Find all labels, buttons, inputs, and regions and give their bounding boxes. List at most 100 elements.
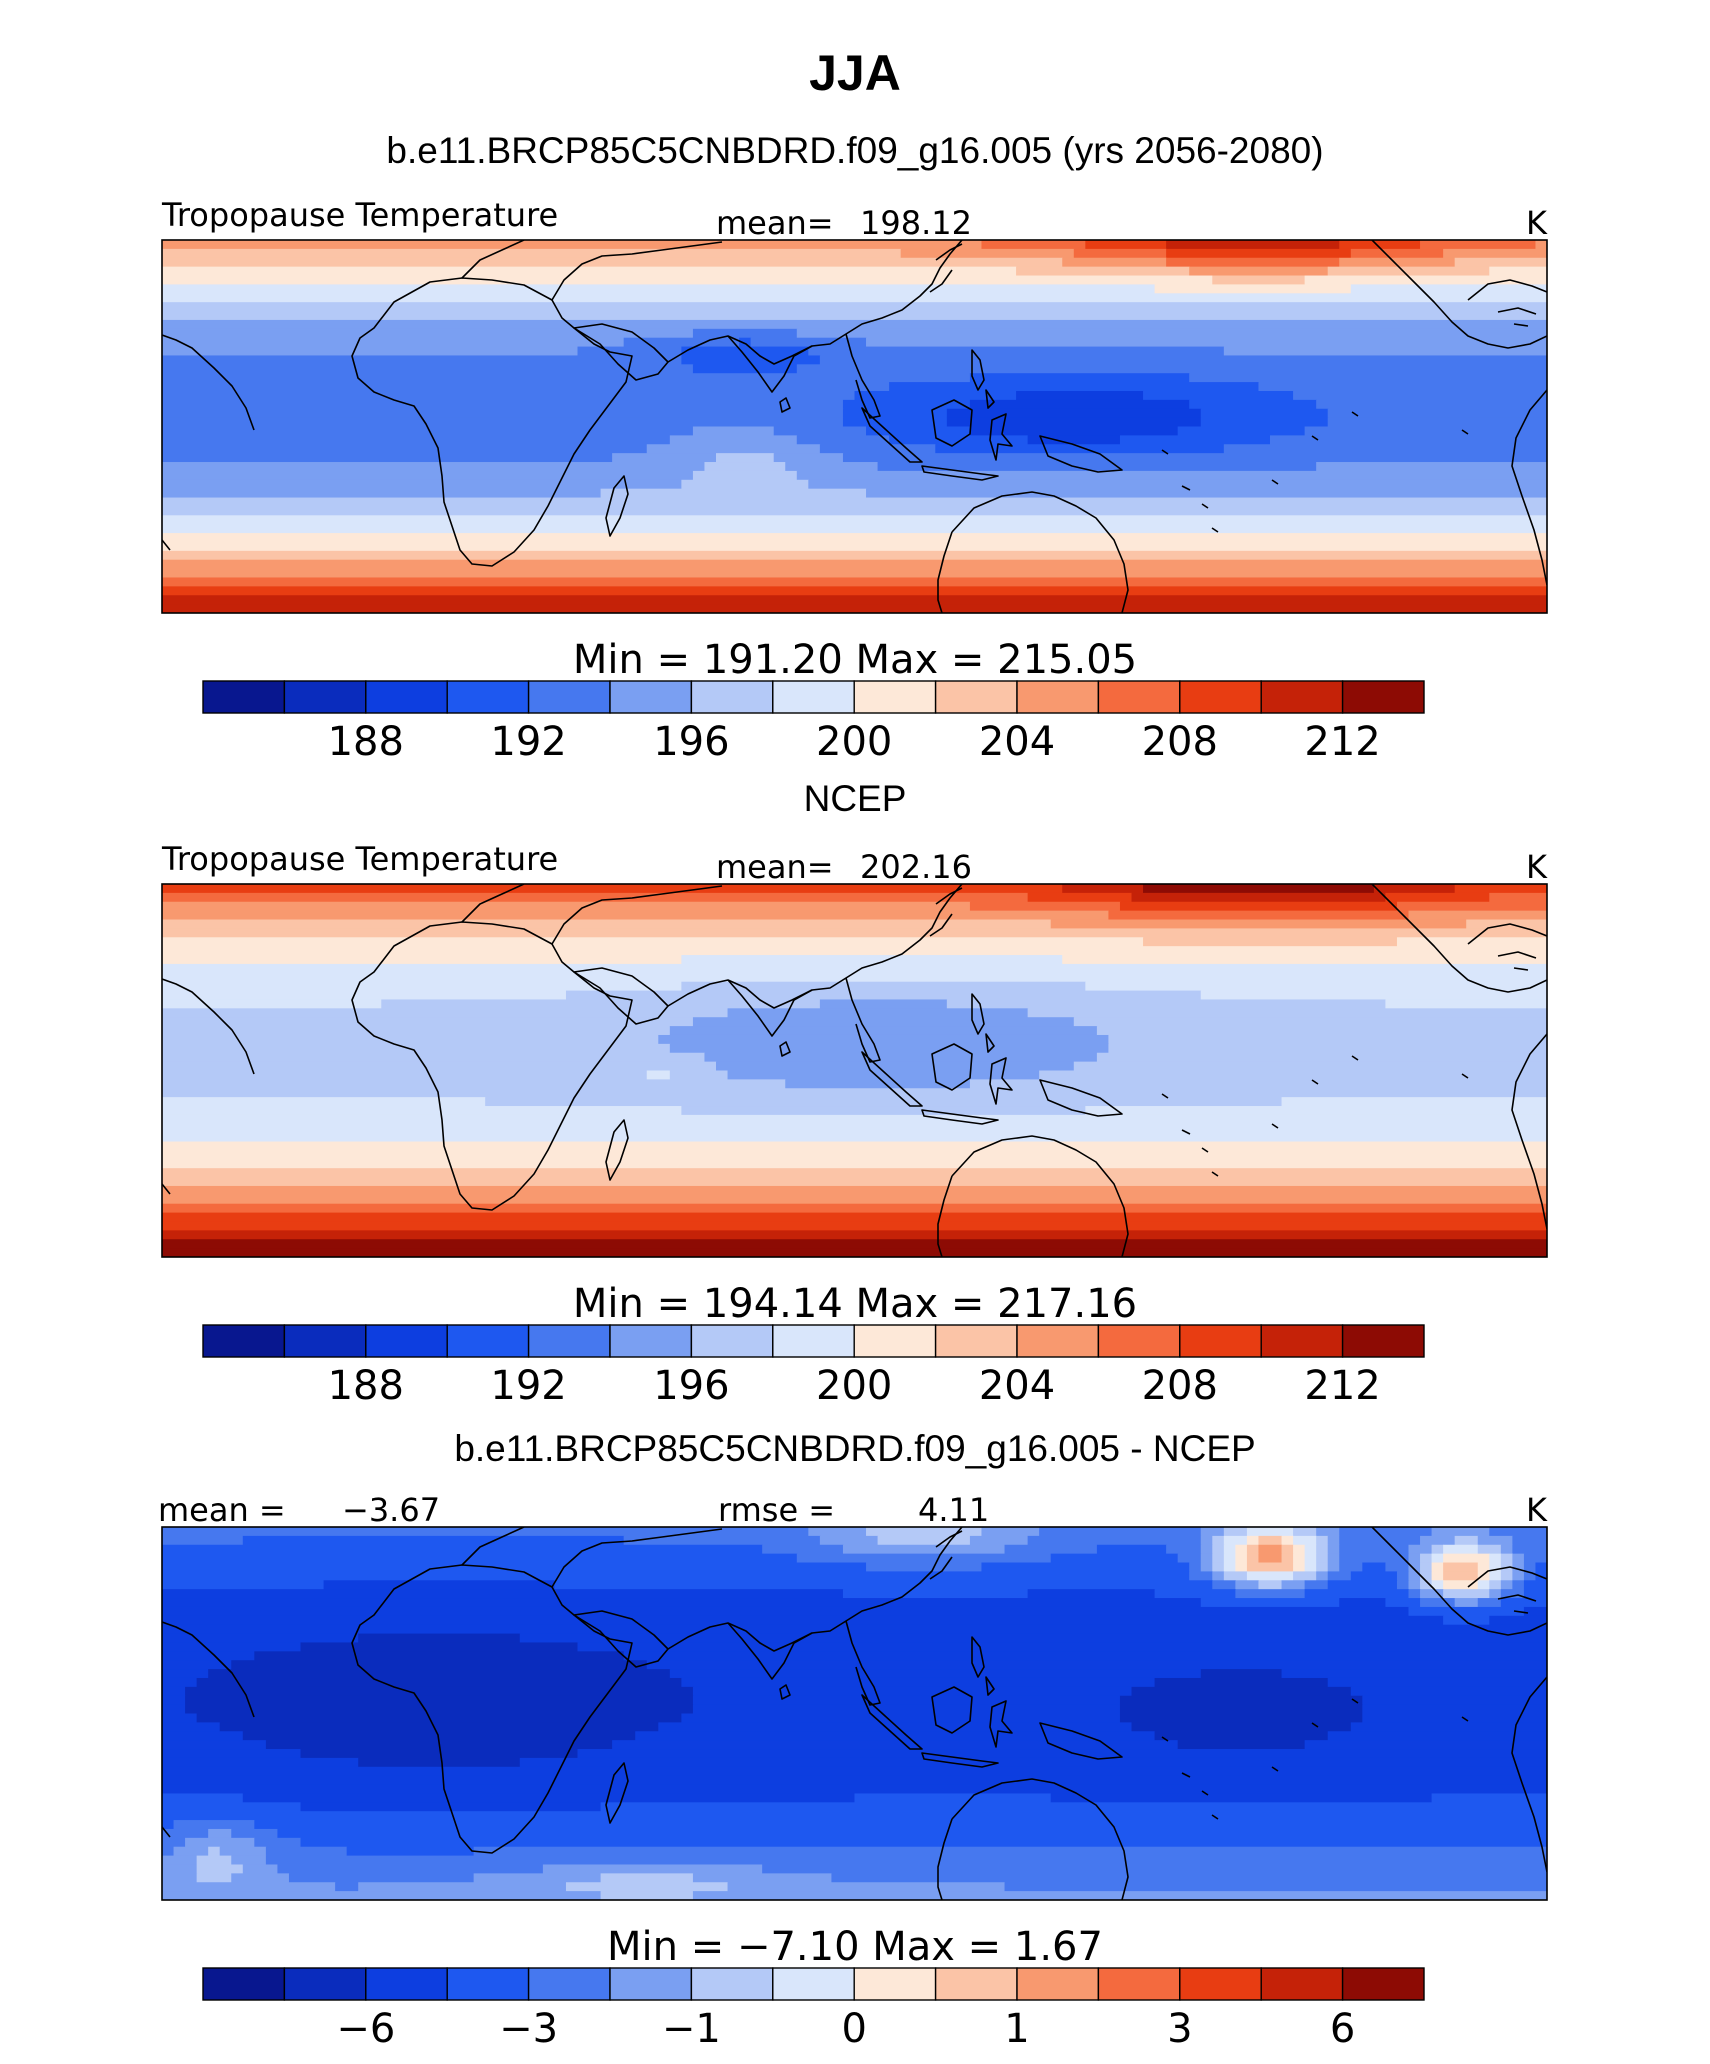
contour-cell	[681, 1677, 1156, 1688]
colorbar-swatch	[772, 680, 855, 714]
contour-cell	[1131, 1686, 1352, 1697]
panel-difference: mean = −3.67 rmse = 4.11 K Min = −7.10 M…	[158, 1491, 1548, 2052]
contour-cell	[854, 1793, 1052, 1803]
contour-cell	[1039, 1070, 1547, 1080]
contour-cell	[1512, 1553, 1525, 1564]
contour-cell	[1212, 1562, 1225, 1572]
contour-field	[162, 240, 1547, 613]
contour-cell	[1304, 1562, 1317, 1572]
contour-cell	[866, 1562, 983, 1572]
contour-cell	[1408, 1562, 1421, 1572]
contour-cell	[1500, 1571, 1513, 1581]
colorbar-swatch	[283, 680, 367, 714]
contour-cell	[162, 337, 625, 348]
contour-cell	[162, 497, 1547, 508]
contour-cell	[1454, 884, 1547, 894]
contour-cell	[1200, 1562, 1213, 1572]
contour-cell	[1223, 1553, 1236, 1564]
contour-cell	[1396, 1571, 1410, 1581]
contour-cell	[1281, 1669, 1547, 1679]
contour-cell	[162, 1061, 717, 1072]
contour-cell	[969, 901, 1121, 912]
contour-cell	[473, 1846, 1547, 1857]
contour-cell	[1443, 1544, 1479, 1555]
colorbar-swatch	[365, 680, 448, 714]
panel-rmse-label: rmse =	[718, 1491, 835, 1529]
contour-cell	[358, 1633, 521, 1644]
colorbar-swatch	[1341, 1967, 1425, 2001]
colorbar-tick-label: 192	[490, 719, 566, 765]
contour-cell	[162, 955, 682, 965]
contour-cell	[669, 435, 798, 445]
contour-cell	[600, 1802, 1547, 1812]
contour-cell	[162, 1185, 1547, 1196]
contour-cell	[1281, 1580, 1306, 1590]
panel-rmse-value: 4.11	[918, 1491, 989, 1529]
contour-cell	[1131, 892, 1387, 903]
contour-cell	[1304, 1589, 1410, 1599]
contour-cell	[1420, 1571, 1433, 1581]
contour-cell	[1212, 1544, 1225, 1555]
contour-cell	[519, 1633, 1547, 1644]
contour-cell	[1350, 284, 1547, 294]
colorbar-swatch	[609, 1967, 693, 2001]
contour-cell	[162, 1749, 302, 1759]
panel-mean-label: mean=	[716, 848, 834, 886]
contour-cell	[162, 1097, 486, 1107]
contour-cell	[162, 1740, 267, 1750]
contour-cell	[1212, 1553, 1225, 1564]
contour-cell	[1512, 1535, 1547, 1546]
contour-cell	[219, 1846, 267, 1857]
contour-cell	[1200, 1553, 1213, 1564]
contour-cell	[612, 1740, 1179, 1750]
contour-cell	[1316, 1553, 1329, 1564]
contour-cell	[162, 240, 983, 250]
contour-cell	[946, 408, 1202, 419]
contour-cell	[196, 1713, 682, 1723]
contour-cell	[1235, 1589, 1306, 1599]
contour-cell	[1004, 1544, 1098, 1555]
contour-cell	[1304, 1553, 1317, 1564]
diff-panel-title: b.e11.BRCP85C5CNBDRD.f09_g16.005 - NCEP	[454, 1428, 1255, 1469]
contour-cell	[1119, 1713, 1363, 1723]
contour-cell	[565, 1882, 729, 1892]
model-panel-title: b.e11.BRCP85C5CNBDRD.f09_g16.005 (yrs 20…	[386, 130, 1323, 171]
contour-cell	[842, 1589, 1029, 1599]
contour-cell	[773, 453, 844, 463]
map-frame	[161, 883, 1548, 1258]
contour-cell	[1408, 1544, 1433, 1555]
colorbar-tick-label: 208	[1142, 719, 1218, 765]
contour-cell	[196, 1677, 682, 1688]
contour-cell	[1085, 240, 1167, 250]
contour-cell	[1350, 248, 1444, 259]
contour-cell	[162, 1811, 1547, 1821]
contour-cell	[162, 1571, 1190, 1581]
contour-cell	[162, 1088, 1547, 1098]
contour-cell	[162, 1606, 1410, 1617]
contour-cell	[1293, 1527, 1317, 1537]
colorbar-tick-label: 196	[653, 1363, 729, 1409]
contour-cell	[1489, 1589, 1502, 1599]
contour-cell	[1027, 435, 1121, 445]
colorbar-tick-label: 1	[1004, 2006, 1029, 2052]
contour-cell	[1223, 1571, 1248, 1581]
contour-cell	[1293, 1544, 1306, 1555]
contour-cell	[1385, 999, 1547, 1009]
contour-cell	[1235, 1553, 1248, 1564]
contour-cell	[1016, 390, 1144, 401]
contour-cell	[162, 1669, 209, 1679]
contour-cell	[162, 1159, 1547, 1169]
panel-units-label: K	[1526, 1491, 1548, 1529]
contour-cell	[1408, 1606, 1525, 1617]
contour-cell	[577, 1749, 1547, 1759]
contour-cell	[1189, 399, 1317, 410]
colorbar-swatch	[1260, 1324, 1344, 1358]
contour-cell	[162, 364, 694, 374]
contour-cell	[1523, 1571, 1537, 1581]
contour-cell	[1385, 1598, 1421, 1608]
contour-cell	[1489, 266, 1547, 277]
contour-cell	[762, 1544, 844, 1555]
contour-cell	[162, 319, 1547, 330]
contour-cell	[785, 1079, 971, 1089]
